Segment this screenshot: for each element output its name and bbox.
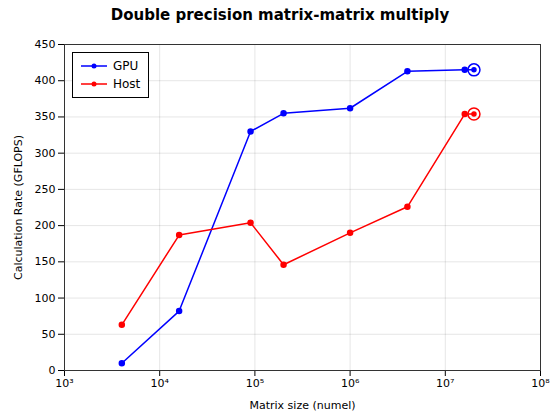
html-text:GPU: GPU <box>113 59 139 73</box>
svg-text:400: 400 <box>35 74 56 87</box>
svg-text:10⁸: 10⁸ <box>531 377 550 390</box>
svg-text:10⁶: 10⁶ <box>341 377 360 390</box>
svg-text:10⁷: 10⁷ <box>436 377 454 390</box>
html-text:Double precision matrix-matrix: Double precision matrix-matrix multiply <box>110 6 450 24</box>
svg-text:Calculation Rate (GFLOPS): Calculation Rate (GFLOPS) <box>12 135 25 280</box>
svg-text:150: 150 <box>35 255 56 268</box>
svg-text:250: 250 <box>35 183 56 196</box>
svg-text:10⁴: 10⁴ <box>150 377 169 390</box>
svg-text:0: 0 <box>49 364 56 377</box>
svg-text:50: 50 <box>42 328 56 341</box>
svg-text:450: 450 <box>35 38 56 51</box>
svg-text:10⁵: 10⁵ <box>246 377 264 390</box>
svg-text:300: 300 <box>35 147 56 160</box>
svg-text:200: 200 <box>35 219 56 232</box>
html-text:Host: Host <box>113 77 141 91</box>
svg-text:Matrix size (numel): Matrix size (numel) <box>249 399 355 412</box>
svg-text:350: 350 <box>35 110 56 123</box>
svg-text:100: 100 <box>35 292 56 305</box>
svg-text:10³: 10³ <box>55 377 73 390</box>
